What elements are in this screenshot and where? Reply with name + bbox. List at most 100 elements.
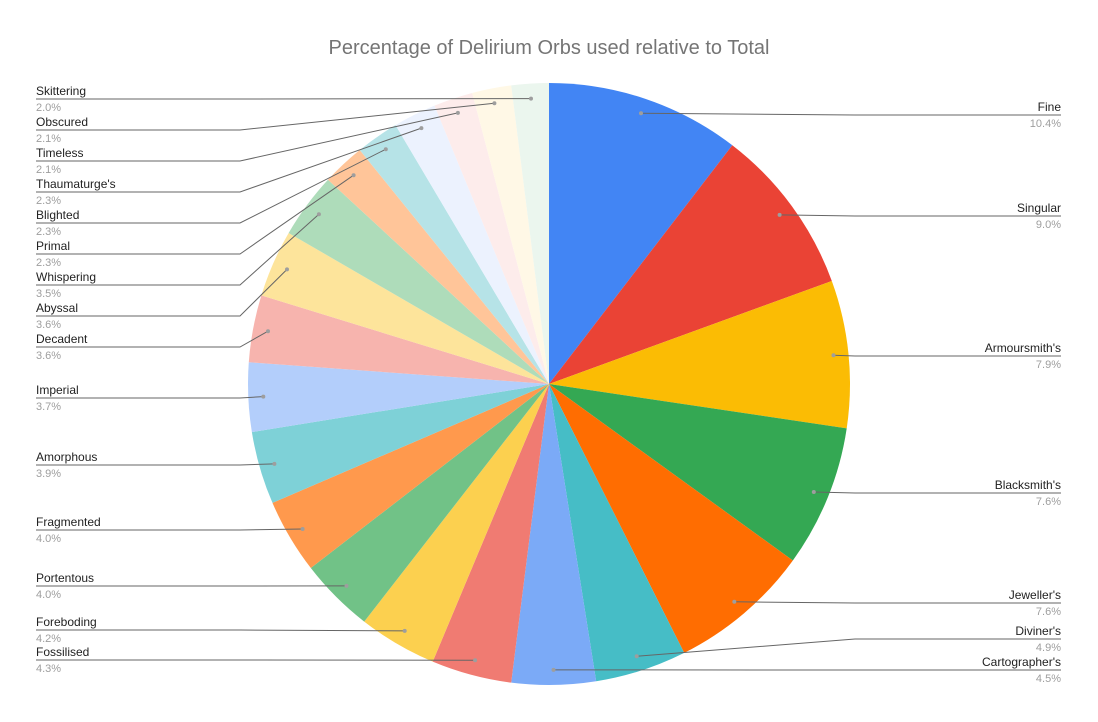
slice-label: Blacksmith's: [995, 478, 1061, 492]
slice-value-label: 4.5%: [1036, 673, 1061, 685]
slice-label: Cartographer's: [982, 655, 1061, 669]
pie-slice-amorphous[interactable]: [251, 384, 549, 503]
slice-value-label: 10.4%: [1030, 118, 1061, 130]
leader-line: [833, 354, 1061, 357]
pie-slice-fossilised[interactable]: [432, 384, 549, 683]
pie-slice-portentous[interactable]: [310, 384, 549, 622]
slice-value-label: 2.1%: [36, 133, 61, 145]
leader-dot: [777, 212, 782, 217]
slice-labels: Fine 10.4% Singular 9.0% Armoursmith's 7.9% Bl…: [36, 84, 1061, 685]
pie-slice-foreboding[interactable]: [364, 384, 549, 662]
pie-slice-blighted[interactable]: [359, 125, 549, 384]
slice-label: Fossilised: [36, 645, 89, 659]
slice-value-label: 4.2%: [36, 633, 61, 645]
leader-line: [813, 491, 1061, 494]
slice-label: Skittering: [36, 84, 86, 98]
leader-line: [36, 528, 303, 531]
leader-dot: [419, 126, 424, 131]
pie-slice-decadent[interactable]: [248, 295, 550, 384]
slice-label: Portentous: [36, 571, 94, 585]
leader-dot: [811, 490, 816, 494]
slice-label: Abyssal: [36, 301, 78, 315]
slice-value-label: 7.6%: [1036, 496, 1061, 508]
pie-slices: [248, 83, 850, 686]
pie-slice-cartographer-s[interactable]: [511, 384, 597, 686]
pie-slice-skittering[interactable]: [511, 83, 549, 384]
leader-line: [36, 148, 387, 224]
pie-slice-abyssal[interactable]: [261, 232, 549, 384]
leader-line: [36, 213, 320, 286]
leader-line: [36, 330, 269, 348]
slice-label: Whispering: [36, 270, 96, 284]
leader-line: [779, 214, 1061, 217]
leader-dot: [492, 101, 497, 106]
slice-value-label: 2.3%: [36, 257, 61, 269]
pie-slice-jeweller-s[interactable]: [549, 384, 793, 653]
slice-value-label: 2.3%: [36, 226, 61, 238]
leader-dot: [272, 461, 277, 466]
slice-value-label: 2.3%: [36, 195, 61, 207]
pie-slice-fragmented[interactable]: [272, 384, 549, 569]
slice-label: Timeless: [36, 146, 84, 160]
pie-slice-imperial[interactable]: [248, 362, 549, 433]
pie-slice-obscured[interactable]: [472, 85, 549, 384]
leader-line: [636, 638, 1061, 657]
leader-dot: [455, 110, 460, 115]
leader-dot: [344, 583, 349, 588]
slice-label: Jeweller's: [1009, 588, 1061, 602]
slice-label: Fragmented: [36, 515, 101, 529]
slice-label: Imperial: [36, 383, 79, 397]
slice-value-label: 9.0%: [1036, 219, 1061, 231]
slice-label: Obscured: [36, 115, 88, 129]
slice-label: Primal: [36, 239, 70, 253]
leader-line: [734, 601, 1061, 604]
slice-label: Blighted: [36, 208, 79, 222]
pie-slice-primal[interactable]: [327, 149, 549, 384]
leader-line: [36, 396, 264, 399]
slice-label: Armoursmith's: [985, 341, 1061, 355]
slice-value-label: 3.9%: [36, 468, 61, 480]
leader-dot: [529, 96, 533, 101]
slice-label: Decadent: [36, 332, 88, 346]
leader-line: [36, 112, 459, 162]
slice-value-label: 2.1%: [36, 164, 61, 176]
slice-label: Singular: [1017, 201, 1061, 215]
leader-dot: [316, 212, 321, 217]
slice-label: Diviner's: [1015, 624, 1061, 638]
slice-label: Amorphous: [36, 450, 97, 464]
slice-value-label: 4.0%: [36, 589, 61, 601]
pie-slice-fine[interactable]: [549, 83, 733, 384]
leader-dot: [300, 527, 305, 531]
pie-slice-blacksmith-s[interactable]: [549, 384, 847, 561]
leader-dot: [351, 173, 356, 178]
pie-slice-thaumaturge-s[interactable]: [395, 105, 550, 384]
leader-line: [36, 629, 405, 632]
leader-dot: [551, 667, 556, 672]
slice-value-label: 3.7%: [36, 401, 61, 413]
leader-dot: [634, 654, 639, 659]
pie-slice-whispering[interactable]: [288, 179, 549, 384]
leader-dot: [473, 658, 478, 663]
leader-line: [36, 269, 288, 317]
slice-value-label: 4.9%: [1036, 642, 1061, 654]
pie-slice-timeless[interactable]: [434, 92, 549, 384]
slice-value-label: 7.6%: [1036, 606, 1061, 618]
leader-dot: [266, 329, 270, 334]
leader-dot: [383, 147, 388, 152]
slice-label: Thaumaturge's: [36, 177, 116, 191]
slice-label: Fine: [1038, 100, 1062, 114]
slice-value-label: 4.0%: [36, 533, 61, 545]
slice-value-label: 3.6%: [36, 350, 61, 362]
leader-dot: [261, 394, 266, 399]
slice-value-label: 3.6%: [36, 319, 61, 331]
leader-dot: [831, 353, 836, 358]
pie-slice-armoursmith-s[interactable]: [549, 280, 850, 429]
pie-slice-diviner-s[interactable]: [549, 384, 685, 682]
pie-slice-singular[interactable]: [549, 145, 832, 384]
slice-label: Foreboding: [36, 615, 97, 629]
leader-line: [640, 112, 1061, 116]
leader-line: [36, 127, 422, 193]
leader-line: [36, 102, 495, 131]
slice-value-label: 3.5%: [36, 288, 61, 300]
